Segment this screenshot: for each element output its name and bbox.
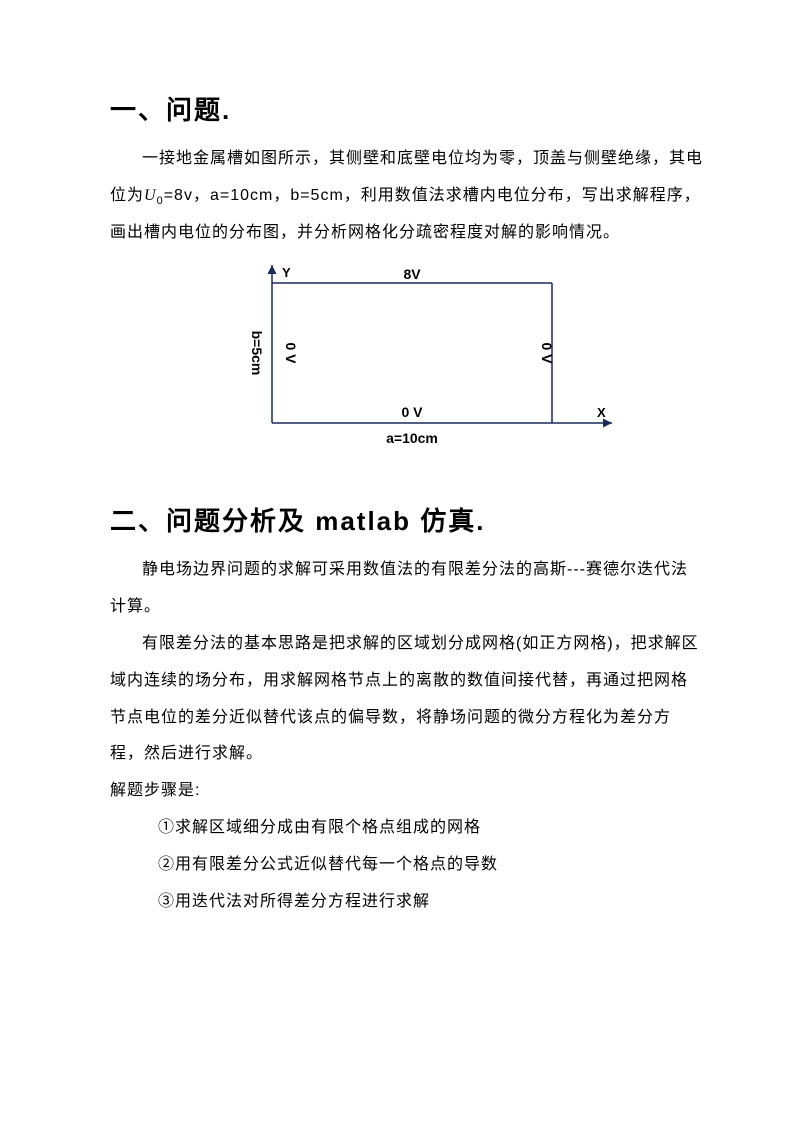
document-page: 一、问题. 一接地金属槽如图所示，其侧壁和底壁电位均为零，顶盖与侧壁绝缘，其电位… [0,0,793,1122]
svg-text:a=10cm: a=10cm [386,430,438,446]
svg-text:8V: 8V [403,266,421,282]
svg-text:Y: Y [282,265,291,280]
boundary-diagram: Y X 8V 0 V 0 V 0 V a=10cm b=5cm [197,263,617,483]
svg-text:X: X [597,405,606,420]
svg-text:0 V: 0 V [401,404,423,420]
section2-para1: 静电场边界问题的求解可采用数值法的有限差分法的高斯---赛德尔迭代法计算。 [110,552,703,626]
section1-paragraph: 一接地金属槽如图所示，其侧壁和底壁电位均为零，顶盖与侧壁绝缘，其电位为U0=8v… [110,141,703,251]
u0-sub: 0 [157,195,164,207]
section2-para2: 有限差分法的基本思路是把求解的区域划分成网格(如正方网格)，把求解区域内连续的场… [110,626,703,773]
u0-var: U [144,187,157,204]
step-2: ②用有限差分公式近似替代每一个格点的导数 [110,847,703,884]
s1-para-part2: =8v，a=10cm，b=5cm，利用数值法求槽内电位分布，写出求解程序，画出槽… [110,187,701,241]
step-1: ①求解区域细分成由有限个格点组成的网格 [110,810,703,847]
diagram-container: Y X 8V 0 V 0 V 0 V a=10cm b=5cm [110,263,703,483]
steps-intro: 解题步骤是: [110,773,703,810]
section2-title: 二、问题分析及 matlab 仿真. [110,501,703,538]
step-3: ③用迭代法对所得差分方程进行求解 [110,884,703,921]
svg-text:0 V: 0 V [539,343,555,365]
svg-text:0 V: 0 V [283,343,299,365]
svg-text:b=5cm: b=5cm [249,331,265,376]
section1-title: 一、问题. [110,90,703,127]
